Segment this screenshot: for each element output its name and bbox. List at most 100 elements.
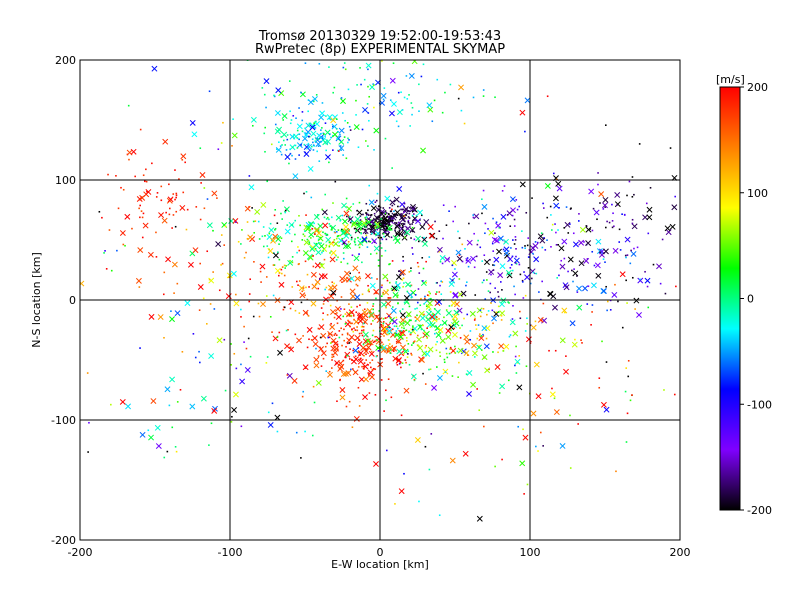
scatter-point <box>375 292 377 295</box>
scatter-point <box>537 233 544 240</box>
scatter-point <box>291 154 293 157</box>
scatter-point <box>508 335 511 338</box>
scatter-point <box>308 338 310 341</box>
scatter-point <box>429 326 432 328</box>
scatter-point <box>80 280 85 287</box>
scatter-point <box>547 290 553 297</box>
scatter-point <box>421 214 423 217</box>
scatter-point <box>278 272 281 274</box>
scatter-point <box>98 210 101 213</box>
scatter-point <box>448 281 455 288</box>
scatter-point <box>443 361 446 364</box>
scatter-point <box>550 245 552 248</box>
scatter-point <box>330 117 337 124</box>
scatter-point <box>354 243 357 246</box>
scatter-point <box>341 237 343 240</box>
scatter-point <box>372 305 374 307</box>
scatter-point <box>147 429 150 432</box>
scatter-point <box>346 205 353 212</box>
scatter-point <box>514 236 517 238</box>
scatter-point <box>530 324 537 331</box>
scatter-point <box>302 287 305 289</box>
scatter-point <box>88 421 90 424</box>
scatter-point <box>478 409 481 412</box>
scatter-point <box>338 245 341 247</box>
scatter-point <box>464 338 471 345</box>
scatter-point <box>342 252 345 254</box>
scatter-point <box>343 210 350 217</box>
scatter-point <box>248 300 251 303</box>
scatter-point <box>477 324 480 326</box>
scatter-point <box>425 260 427 263</box>
scatter-point <box>466 257 469 259</box>
scatter-point <box>287 259 294 266</box>
scatter-point <box>312 265 315 268</box>
scatter-point <box>427 346 434 353</box>
scatter-point <box>367 112 370 114</box>
scatter-point <box>362 338 369 345</box>
scatter-point <box>325 370 328 372</box>
scatter-point <box>392 62 395 65</box>
scatter-point <box>445 347 448 350</box>
scatter-point <box>323 133 325 135</box>
scatter-point <box>383 87 386 89</box>
scatter-point <box>409 333 412 336</box>
scatter-point <box>555 231 557 234</box>
scatter-point <box>185 228 188 231</box>
scatter-point <box>343 370 349 377</box>
scatter-point <box>420 75 423 78</box>
scatter-point <box>559 337 566 344</box>
scatter-point <box>434 220 436 223</box>
scatter-point <box>371 359 374 361</box>
scatter-point <box>400 317 407 324</box>
scatter-point <box>364 232 367 235</box>
scatter-point <box>392 235 399 241</box>
scatter-point <box>361 329 363 332</box>
scatter-point <box>449 457 456 464</box>
scatter-point <box>634 308 636 310</box>
scatter-point <box>565 206 568 208</box>
scatter-point <box>298 249 301 252</box>
scatter-point <box>141 236 144 239</box>
scatter-point <box>312 385 315 388</box>
scatter-point <box>669 223 676 230</box>
data-points <box>80 60 678 522</box>
scatter-point <box>604 124 607 126</box>
scatter-point <box>328 241 331 244</box>
scatter-point <box>358 351 360 354</box>
scatter-point <box>624 390 627 393</box>
scatter-point <box>410 352 412 355</box>
scatter-point <box>436 340 438 343</box>
scatter-point <box>591 250 594 253</box>
scatter-point <box>365 140 367 142</box>
scatter-point <box>361 309 368 316</box>
scatter-point <box>272 233 279 240</box>
scatter-point <box>535 445 537 448</box>
scatter-point <box>402 285 404 288</box>
scatter-point <box>482 189 485 192</box>
scatter-point <box>357 318 364 324</box>
scatter-point <box>646 206 653 213</box>
scatter-point <box>321 127 323 129</box>
scatter-point <box>274 110 281 116</box>
scatter-point <box>289 346 292 349</box>
scatter-point <box>380 247 383 249</box>
scatter-point <box>208 277 215 284</box>
scatter-point <box>441 281 444 283</box>
scatter-point <box>300 457 302 459</box>
scatter-point <box>435 332 442 338</box>
scatter-point <box>289 307 292 310</box>
scatter-point <box>380 228 382 231</box>
scatter-point <box>438 291 441 293</box>
scatter-point <box>532 271 535 274</box>
scatter-point <box>400 213 403 215</box>
scatter-point <box>456 255 463 262</box>
scatter-point <box>395 340 398 343</box>
scatter-point <box>326 233 329 236</box>
scatter-point <box>512 239 514 241</box>
scatter-point <box>410 203 416 210</box>
scatter-point <box>271 331 273 333</box>
scatter-point <box>388 213 390 216</box>
scatter-point <box>300 301 303 304</box>
scatter-point <box>341 112 344 114</box>
